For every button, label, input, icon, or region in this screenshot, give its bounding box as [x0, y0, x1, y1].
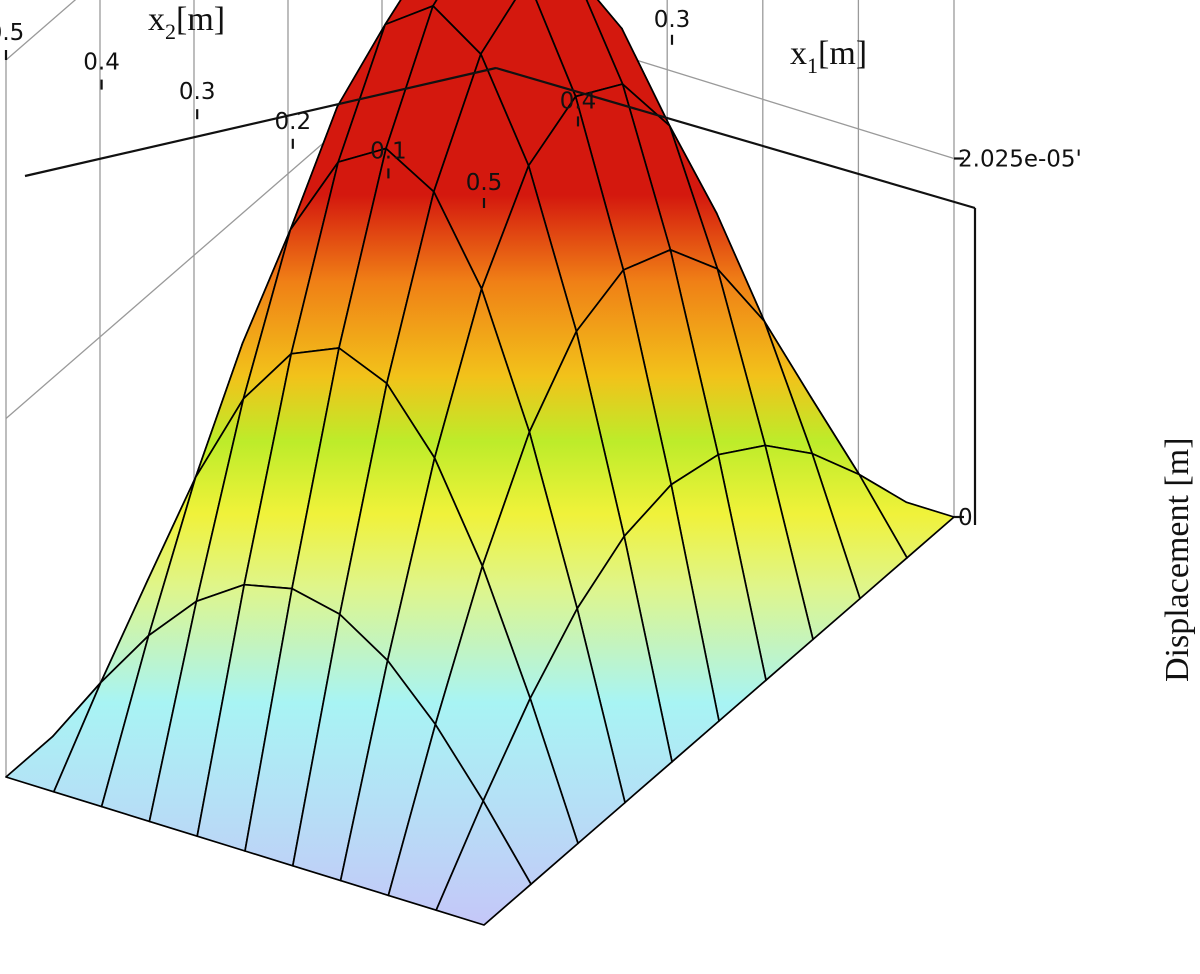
axis-frame — [24, 66, 977, 525]
x2-tick-label: 0.3 — [179, 79, 216, 105]
x1-axis-line — [495, 66, 976, 210]
x1-tick-labels: 00.10.20.30.40.5 — [466, 7, 691, 208]
x2-tick-label: 0.2 — [275, 109, 312, 135]
x1-axis-title: x1[m] — [790, 35, 867, 78]
x1-tick-label: 0.5 — [466, 170, 503, 196]
x2-tick-label: 0.1 — [370, 138, 407, 164]
x2-tick-label: 0.4 — [83, 50, 120, 76]
x1-tick-label: 0.4 — [560, 88, 597, 114]
z-axis-title: Displacement [m] — [1159, 437, 1196, 682]
surface-patch — [435, 800, 532, 926]
x2-tick-label: 0.5 — [0, 20, 24, 46]
z-tick-label: 2.025e-05' — [958, 147, 1082, 173]
x2-axis-title: x2[m] — [148, 1, 225, 44]
x1-tick-label: 0.3 — [654, 7, 691, 33]
x2-tick-labels: 0.5 0.4 0.3 0.2 0.1 — [0, 20, 407, 179]
z-tick-label: 0 — [958, 505, 973, 531]
x2-axis-line — [24, 66, 497, 178]
surface-mesh — [5, 0, 955, 926]
z-tick-labels: 4.05e-052.025e-05'0 — [954, 147, 1082, 531]
